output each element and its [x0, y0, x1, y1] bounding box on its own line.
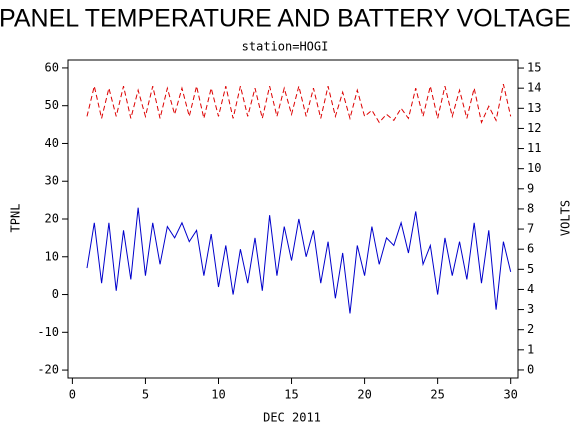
y-tick-label: 10 — [45, 249, 59, 263]
series-line — [86, 207, 512, 314]
y2-tick-label: 12 — [527, 121, 541, 135]
y-tick-label: -10 — [37, 325, 59, 339]
x-tick-label: 5 — [142, 388, 149, 402]
y2-tick-label: 7 — [527, 222, 534, 236]
x-tick-label: 0 — [69, 388, 76, 402]
y2-tick-label: 5 — [527, 262, 534, 276]
y2-tick-label: 9 — [527, 181, 534, 195]
x-tick-label: 10 — [211, 388, 225, 402]
y-tick-label: 60 — [45, 60, 59, 74]
y2-tick-label: 3 — [527, 302, 534, 316]
y2-tick-label: 13 — [527, 101, 541, 115]
y2-tick-label: 1 — [527, 342, 534, 356]
y-tick-label: 0 — [52, 287, 59, 301]
y-tick-label: 20 — [45, 212, 59, 226]
y2-tick-label: 10 — [527, 161, 541, 175]
chart-title: PANEL TEMPERATURE AND BATTERY VOLTAGE — [0, 5, 570, 33]
y-tick-label: 40 — [45, 136, 59, 150]
y2-tick-label: 14 — [527, 81, 541, 95]
x-tick-label: 30 — [503, 388, 517, 402]
y2-tick-label: 2 — [527, 322, 534, 336]
y-tick-label: -20 — [37, 363, 59, 377]
y2-axis-label: VOLTS — [559, 200, 570, 236]
y-axis-label: TPNL — [9, 204, 23, 233]
plot-frame — [67, 59, 519, 379]
x-tick-label: 15 — [284, 388, 298, 402]
y-tick-label: 30 — [45, 174, 59, 188]
y2-tick-label: 4 — [527, 282, 534, 296]
subtitle: station=HOGI — [242, 40, 329, 54]
x-axis-label: DEC 2011 — [263, 411, 321, 425]
y2-tick-label: 11 — [527, 141, 541, 155]
x-tick-label: 20 — [357, 388, 371, 402]
y-tick-label: 50 — [45, 98, 59, 112]
x-tick-label: 25 — [430, 388, 444, 402]
y2-tick-label: 6 — [527, 242, 534, 256]
y2-tick-label: 0 — [527, 362, 534, 376]
y2-tick-label: 15 — [527, 61, 541, 75]
y2-tick-label: 8 — [527, 201, 534, 215]
series-line — [86, 84, 512, 124]
